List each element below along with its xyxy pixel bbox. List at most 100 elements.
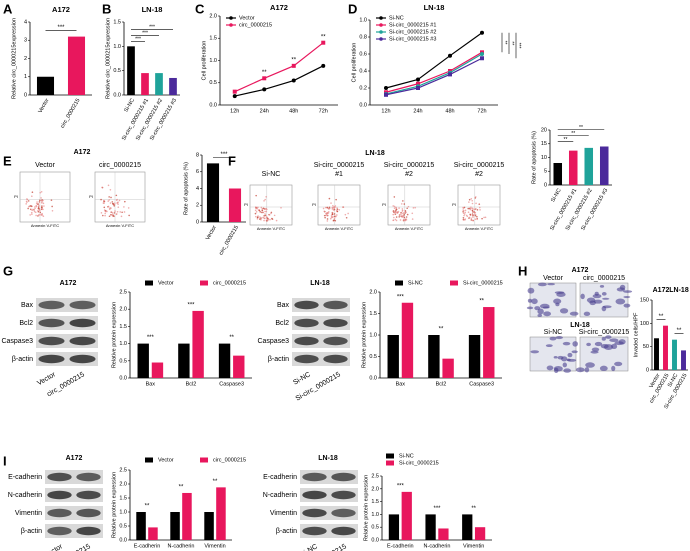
chart-title: A172 — [270, 3, 288, 12]
flow-event — [470, 217, 473, 220]
flow-event — [393, 216, 395, 219]
bar — [148, 527, 158, 540]
blot-band — [69, 336, 96, 346]
sig-label: ** — [291, 57, 296, 63]
flow-event — [263, 217, 266, 220]
flow-event — [474, 214, 477, 217]
bar — [204, 512, 214, 540]
image-label: Si-circ_0000215 — [579, 329, 630, 336]
image-label: β-actin — [276, 528, 297, 535]
legend-swatch — [450, 280, 458, 286]
sig-label: ** — [262, 70, 267, 76]
flow-event — [463, 214, 465, 217]
flow-plot — [317, 184, 361, 226]
image-label: Vector — [36, 371, 57, 387]
flow-event — [280, 206, 282, 209]
flow-event — [331, 215, 333, 218]
flow-event — [109, 202, 112, 204]
flow-event — [467, 211, 470, 214]
cell — [571, 350, 578, 354]
bar — [428, 335, 440, 378]
y-tick-label: 2 — [24, 56, 27, 62]
cell — [611, 365, 616, 372]
bar — [67, 36, 86, 95]
cell — [591, 347, 600, 352]
flow-event — [106, 210, 108, 213]
flow-event — [476, 209, 479, 211]
cell — [526, 306, 534, 310]
chart-title: A172 — [52, 5, 70, 14]
y-tick-label: 0 — [646, 367, 649, 373]
flow-event — [406, 213, 409, 216]
marker — [480, 30, 484, 35]
flow-event — [255, 206, 257, 208]
flow-event — [25, 200, 28, 203]
flow-event — [264, 213, 266, 215]
image-label: Vector — [35, 162, 56, 169]
y-tick-label: 0.5 — [113, 68, 121, 74]
y-tick-label: 0.0 — [209, 102, 217, 108]
flow-y-label: PI — [312, 202, 316, 207]
flow-event — [115, 194, 118, 197]
flow-event — [345, 216, 348, 219]
cell — [527, 298, 533, 303]
x-tick-label: 12h — [381, 108, 390, 114]
panel-letter: I — [3, 453, 7, 468]
flow-event — [326, 206, 329, 209]
flow-event — [255, 194, 257, 197]
flow-event — [411, 218, 414, 220]
flow-event — [265, 210, 268, 213]
sig-label: ** — [213, 479, 218, 485]
y-tick-label: 2.5 — [119, 467, 127, 473]
image-label: circ_0000215 — [99, 162, 141, 169]
bar — [155, 73, 163, 95]
flow-event — [25, 203, 27, 205]
flow-event — [331, 208, 334, 210]
flow-y-label: PI — [89, 194, 93, 199]
y-tick-label: 2.0 — [209, 13, 217, 19]
flow-event — [31, 195, 33, 198]
sig-label: ** — [579, 125, 583, 131]
y-tick-label: 3 — [24, 38, 27, 44]
flow-event — [108, 196, 110, 198]
flow-event — [39, 214, 41, 216]
image-label: Si-NC — [292, 371, 312, 386]
x-tick-label: 12h — [230, 108, 239, 114]
flow-event — [124, 200, 126, 203]
flow-event — [43, 205, 45, 207]
legend-label: Si-circ_0000215 — [399, 460, 439, 466]
legend-swatch — [379, 37, 383, 41]
flow-event — [103, 202, 105, 205]
flow-event — [326, 218, 329, 220]
flow-plot — [249, 184, 293, 226]
image-label: Si-NC — [262, 171, 281, 178]
flow-event — [471, 199, 474, 202]
cell — [599, 285, 605, 288]
flow-event — [326, 220, 329, 222]
flow-y-label: PI — [452, 202, 456, 207]
image-label: Caspase3 — [257, 338, 289, 345]
cell — [615, 298, 626, 305]
image-label: Bax — [277, 302, 290, 309]
flow-event — [109, 189, 112, 191]
bar — [401, 302, 414, 378]
legend-swatch — [395, 280, 403, 286]
cell — [539, 303, 550, 309]
y-tick-label: 0.5 — [371, 525, 379, 531]
flow-event — [475, 208, 477, 210]
sig-label: ** — [502, 41, 508, 45]
blot-band — [331, 490, 356, 500]
flow-event — [119, 211, 122, 213]
sig-label: *** — [220, 152, 228, 158]
y-tick-label: 1.0 — [369, 332, 377, 338]
flow-event — [392, 219, 395, 221]
legend-swatch — [229, 16, 233, 20]
marker — [232, 94, 237, 99]
marker — [416, 77, 420, 82]
bar — [387, 335, 399, 378]
flow-event — [401, 209, 404, 212]
flow-event — [103, 200, 105, 203]
y-tick-label: 0 — [196, 219, 199, 225]
x-tick-label: Vector — [37, 98, 50, 115]
